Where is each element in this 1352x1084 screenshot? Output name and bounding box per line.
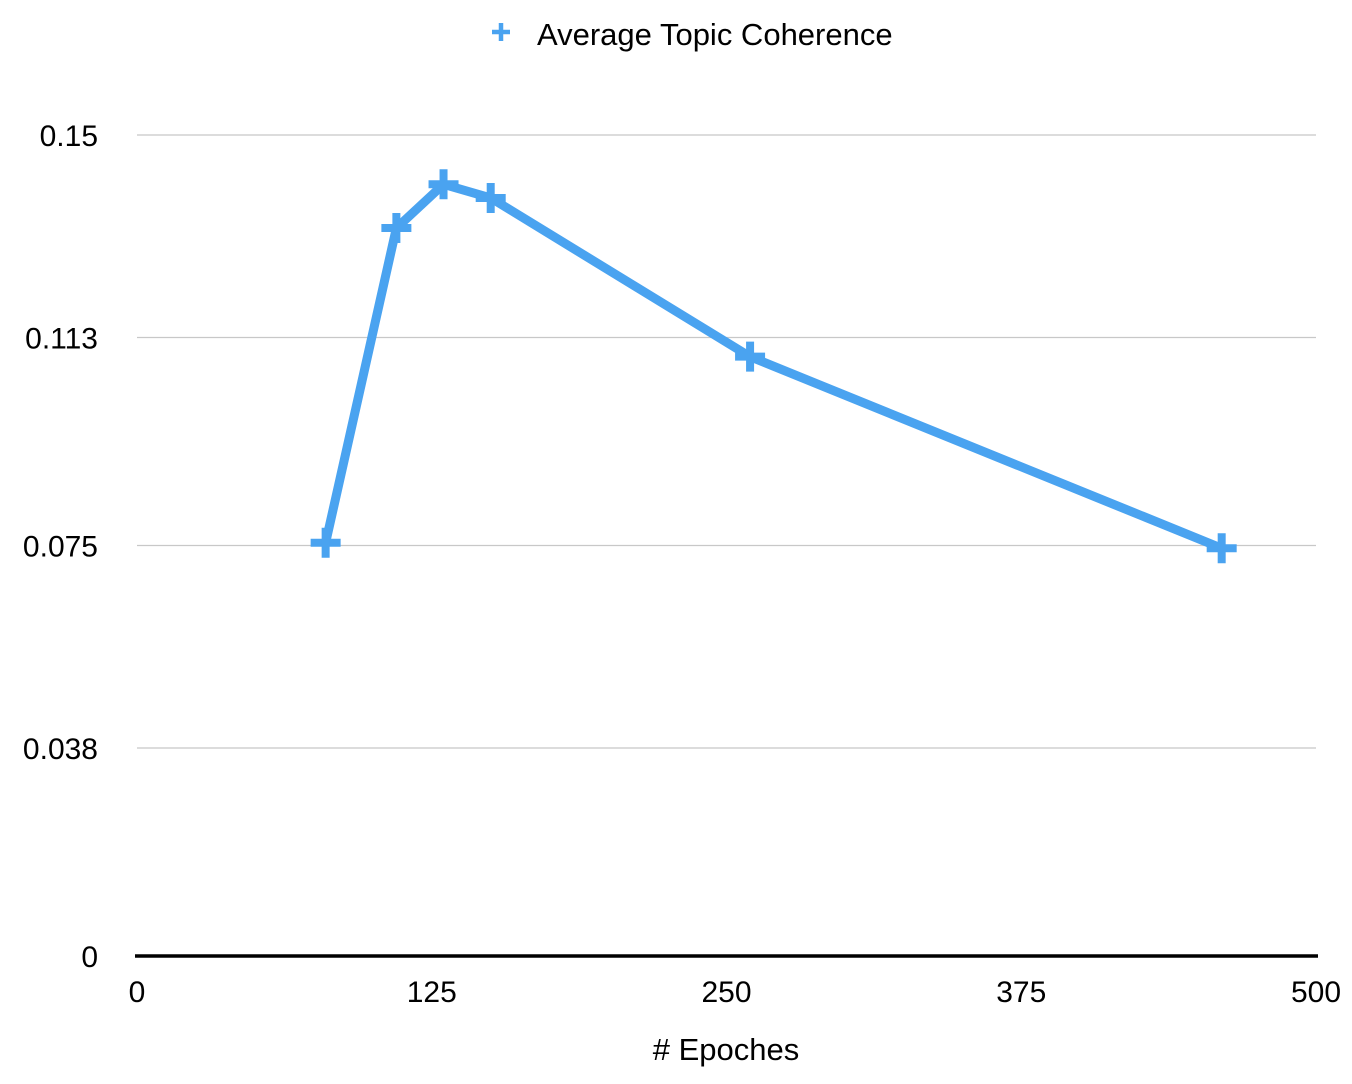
x-axis-title: # Epoches xyxy=(653,1032,800,1067)
y-tick-label: 0 xyxy=(81,941,98,974)
x-tick-label: 0 xyxy=(129,976,146,1009)
x-tick-label: 250 xyxy=(701,976,751,1009)
x-tick-label: 375 xyxy=(996,976,1046,1009)
y-tick-label: 0.15 xyxy=(40,120,98,153)
data-point-marker xyxy=(381,213,412,244)
y-axis-ticks: 0 0.038 0.075 0.113 0.15 xyxy=(23,120,98,974)
y-tick-label: 0.113 xyxy=(25,323,98,356)
data-point-marker xyxy=(475,182,506,213)
legend: Average Topic Coherence xyxy=(492,17,893,52)
legend-marker-plus-icon xyxy=(492,23,510,41)
x-axis-ticks: 0 125 250 375 500 xyxy=(129,976,1341,1009)
gridlines xyxy=(137,134,1316,749)
x-tick-label: 500 xyxy=(1291,976,1341,1009)
legend-plus-mark xyxy=(492,23,510,41)
y-tick-label: 0.038 xyxy=(23,733,98,766)
data-point-marker xyxy=(735,341,766,372)
y-tick-label: 0.075 xyxy=(23,531,98,564)
legend-label: Average Topic Coherence xyxy=(537,17,893,52)
x-tick-label: 125 xyxy=(407,976,457,1009)
series-line xyxy=(321,179,1227,553)
data-point-marker xyxy=(428,169,459,200)
data-point-marker xyxy=(310,527,341,558)
series-layer xyxy=(310,169,1237,564)
data-point-marker xyxy=(1206,533,1237,564)
